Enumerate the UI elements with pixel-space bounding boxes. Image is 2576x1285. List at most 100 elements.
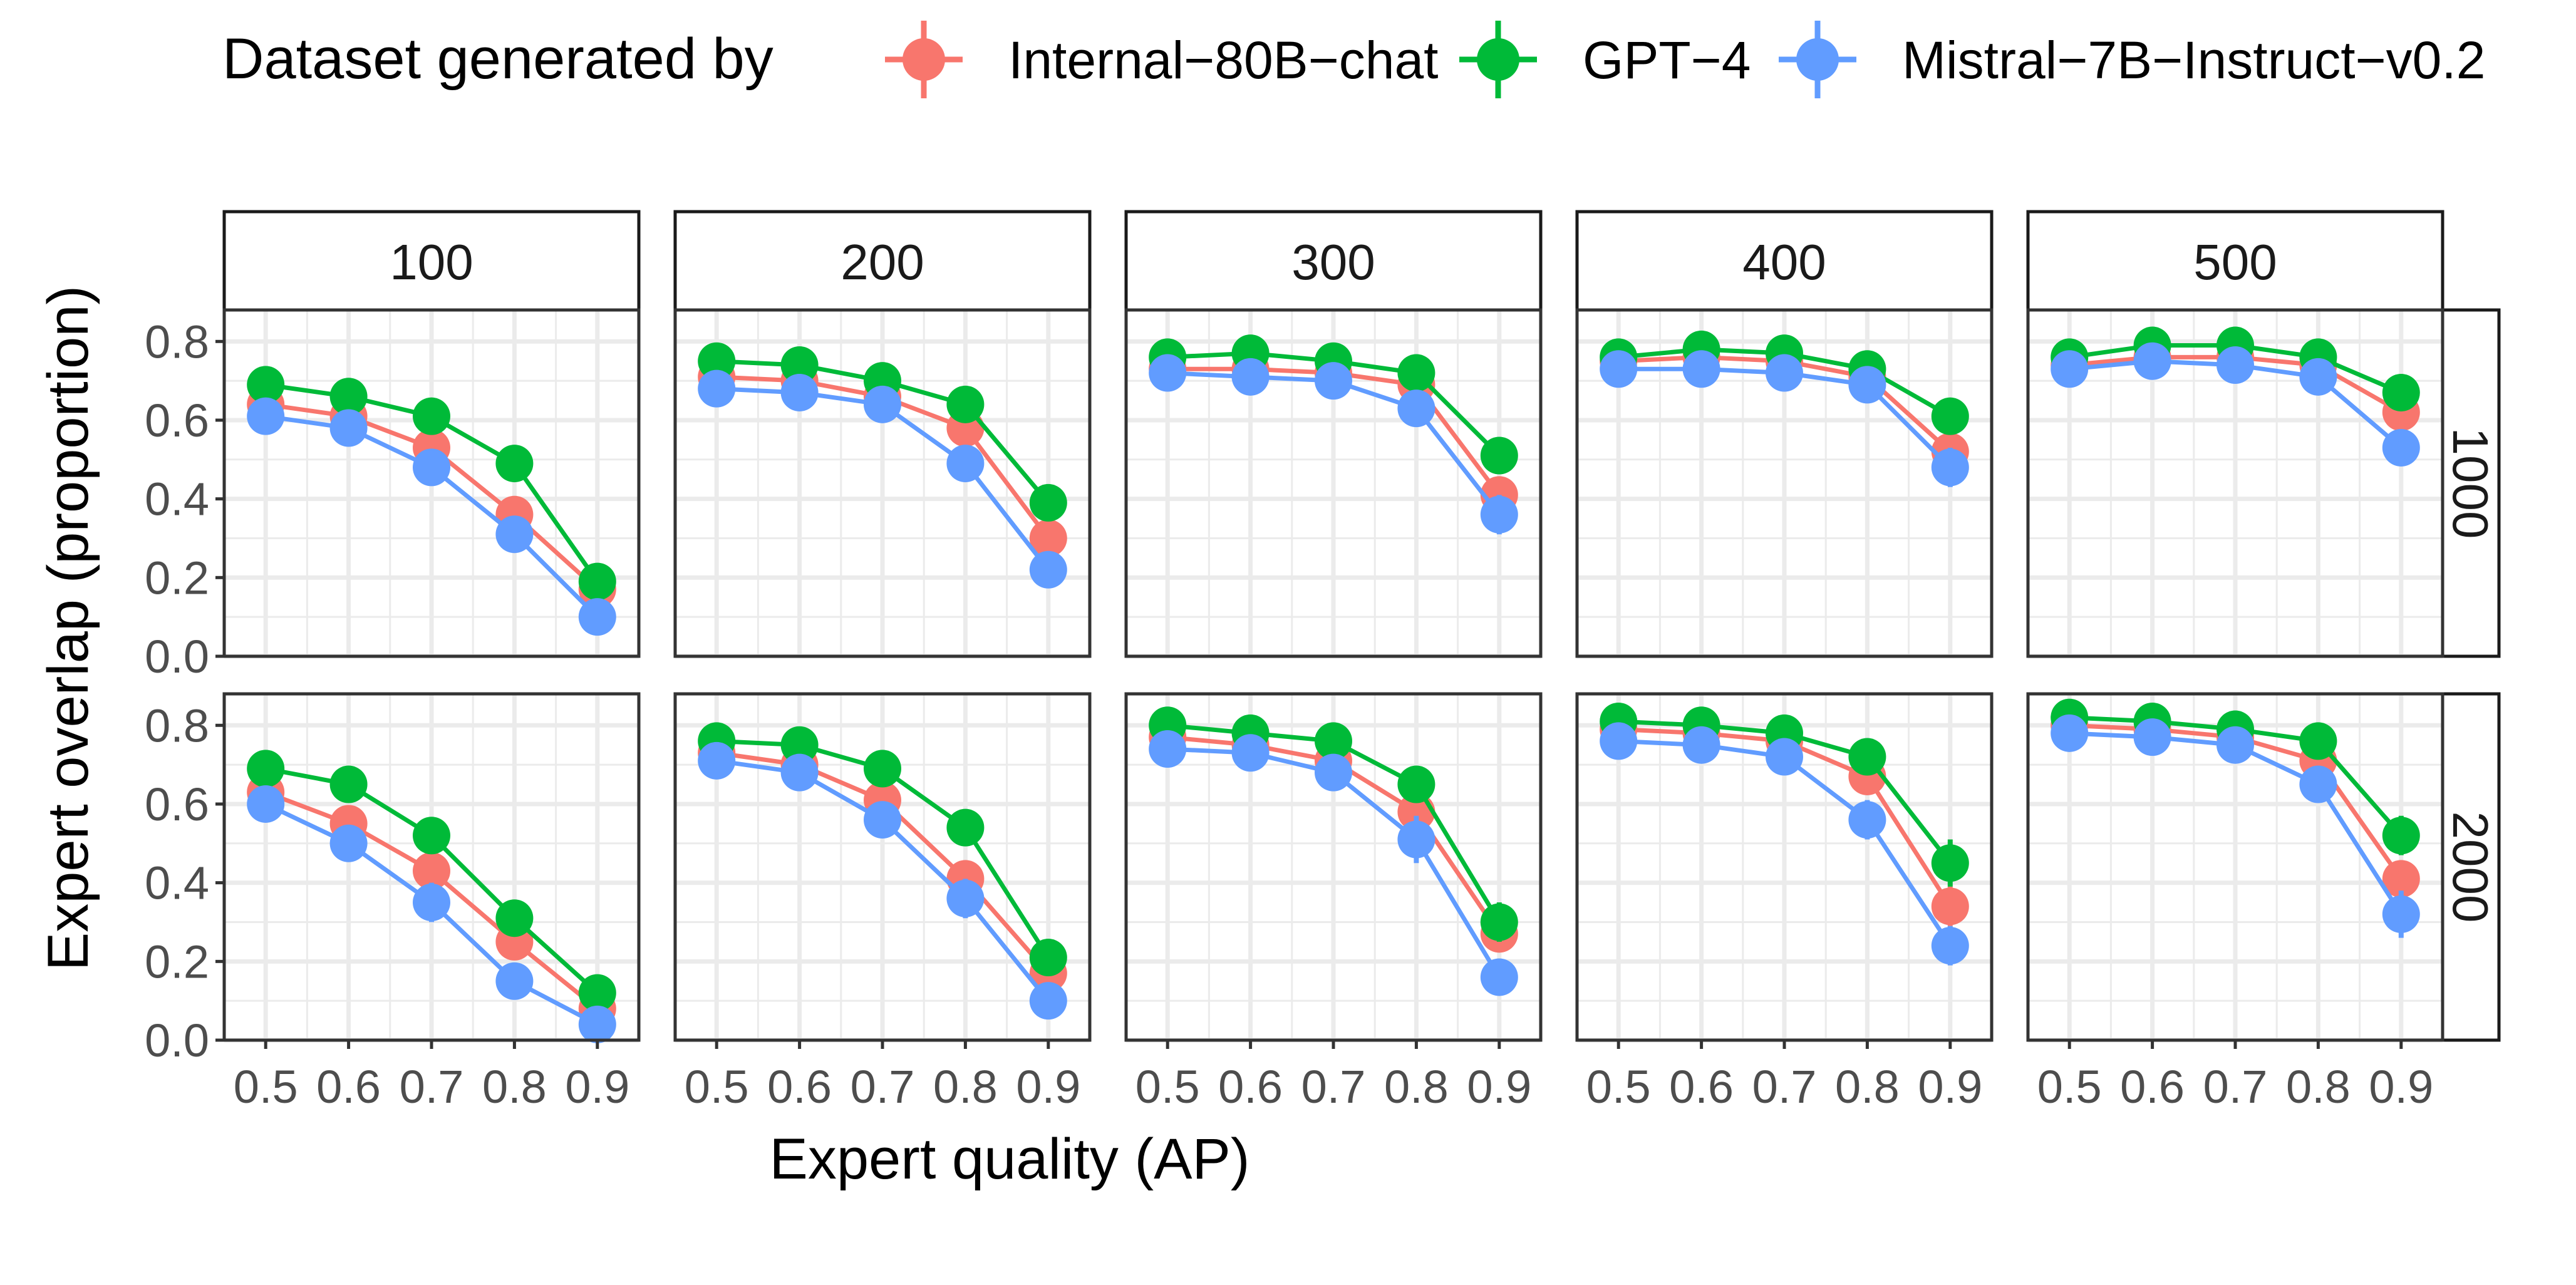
data-point (1600, 350, 1638, 388)
data-point (698, 342, 736, 380)
data-point (1931, 397, 1969, 435)
data-point (780, 726, 819, 764)
data-point (329, 765, 368, 803)
x-tick-label: 0.9 (565, 1061, 629, 1113)
data-point (329, 409, 368, 447)
panel-border (1575, 308, 1994, 658)
data-point (1931, 844, 1969, 882)
x-tick-label: 0.9 (2369, 1061, 2433, 1113)
facet-panel: 0.0 0.2 0.4 0.6 0.8 (145, 308, 641, 683)
row-strip: 1000 (2441, 308, 2501, 658)
facet-panel: 0.5 0.6 0.7 0.8 0.9 (2026, 692, 2444, 1113)
y-tick-label: 0.0 (145, 1014, 209, 1066)
legend-item: GPT−4 (1459, 21, 1751, 98)
legend-item: Internal−80B−chat (885, 21, 1439, 98)
data-point (1600, 722, 1638, 760)
data-point (1682, 350, 1720, 388)
x-tick-label: 0.9 (1918, 1061, 1982, 1113)
data-point (2051, 350, 2089, 388)
legend-item: Mistral−7B−Instruct−v0.2 (1779, 21, 2485, 98)
data-point (578, 1005, 616, 1043)
data-point (1931, 887, 1969, 926)
data-point (864, 385, 901, 423)
x-tick-label: 0.8 (933, 1061, 998, 1113)
y-tick-label: 0.6 (145, 778, 209, 830)
data-point (1480, 495, 1518, 534)
x-tick-label: 0.8 (482, 1061, 547, 1113)
facet-panel: 0.5 0.6 0.7 0.8 0.9 (1124, 692, 1543, 1113)
data-point (413, 448, 450, 487)
col-strip-box (222, 210, 641, 312)
y-tick-label: 0.8 (145, 699, 209, 751)
legend-label: GPT−4 (1583, 31, 1751, 90)
facet-panel: 0.5 0.6 0.7 0.8 0.9 (673, 692, 1092, 1113)
col-strip: 500 (2026, 210, 2444, 312)
data-point (1029, 939, 1067, 977)
y-tick-label: 0.6 (145, 395, 209, 446)
x-tick-label: 0.5 (234, 1061, 298, 1113)
data-point (1029, 519, 1067, 557)
x-tick-label: 0.8 (2286, 1061, 2351, 1113)
data-point (247, 366, 285, 404)
data-point (578, 598, 616, 636)
x-tick-label: 0.7 (400, 1061, 464, 1113)
data-point (780, 373, 819, 411)
x-tick-label: 0.6 (316, 1061, 381, 1113)
data-point (1231, 734, 1270, 772)
data-point (1231, 358, 1270, 396)
data-point (2216, 726, 2254, 764)
data-point (2299, 358, 2337, 396)
y-axis-title: Expert overlap (proportion) (36, 286, 100, 971)
col-strip-box (673, 210, 1092, 312)
y-tick-label: 0.4 (145, 473, 209, 525)
data-point (413, 817, 450, 855)
panel-border (2026, 308, 2444, 658)
data-point (2133, 718, 2171, 756)
data-point (1315, 362, 1352, 400)
data-point (698, 369, 736, 408)
row-strip-label: 1000 (2443, 428, 2498, 539)
x-tick-label: 0.7 (1301, 1061, 1366, 1113)
data-point (946, 879, 985, 917)
data-point (698, 741, 736, 780)
facet-panel: 0.5 0.6 0.7 0.8 0.9 (1575, 692, 1994, 1113)
col-strip-box (2026, 210, 2444, 312)
data-point (413, 884, 450, 922)
facet-panel (673, 308, 1092, 659)
x-tick-label: 0.7 (2203, 1061, 2268, 1113)
col-strip: 400 (1575, 210, 1994, 312)
x-tick-label: 0.6 (1218, 1061, 1283, 1113)
legend-items: Internal−80B−chat GPT−4 Mistral−7B−Instruc… (885, 21, 2485, 98)
data-point (1766, 354, 1803, 392)
legend-label: Mistral−7B−Instruct−v0.2 (1902, 31, 2485, 90)
data-point (946, 808, 985, 847)
data-point (413, 397, 450, 435)
x-axis-title: Expert quality (AP) (770, 1127, 1250, 1191)
col-strip-box (1575, 210, 1994, 312)
data-point (1029, 550, 1067, 589)
data-point (2382, 895, 2420, 933)
x-tick-label: 0.5 (1135, 1061, 1200, 1113)
x-tick-label: 0.9 (1016, 1061, 1080, 1113)
data-point (1315, 753, 1352, 792)
data-point (864, 801, 901, 839)
data-point (1931, 927, 1969, 965)
y-tick-label: 0.2 (145, 936, 209, 988)
data-point (2382, 860, 2420, 898)
facet-panel (1575, 308, 1994, 659)
data-point (2382, 817, 2420, 855)
data-point (1149, 354, 1187, 392)
data-point (1931, 448, 1969, 487)
panel-border (1124, 308, 1543, 658)
data-point (1682, 726, 1720, 764)
data-point (247, 750, 285, 788)
data-point (1029, 483, 1067, 522)
legend-swatch-point (1477, 38, 1519, 81)
data-point (247, 397, 285, 435)
col-strip-label: 300 (1291, 234, 1375, 290)
x-tick-label: 0.9 (1467, 1061, 1531, 1113)
facet-panel (1124, 308, 1543, 659)
data-point (1397, 390, 1435, 428)
y-tick-label: 0.2 (145, 552, 209, 604)
